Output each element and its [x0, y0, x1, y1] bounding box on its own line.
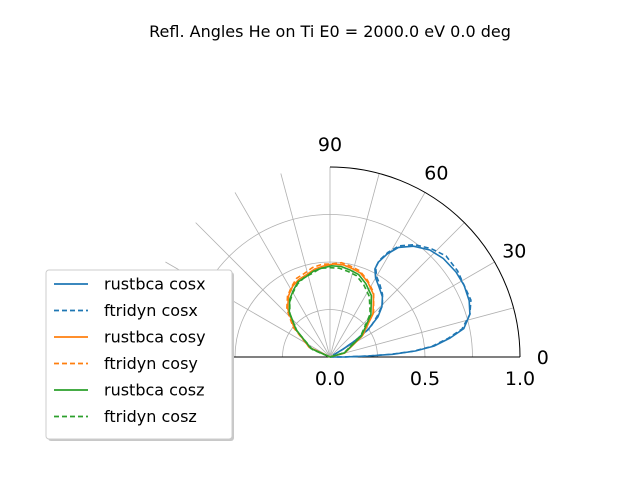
legend-label: ftridyn cosx	[104, 301, 198, 320]
series-line-rustbca-cosx	[329, 245, 471, 358]
angle-grid-line	[329, 192, 426, 358]
chart-title: Refl. Angles He on Ti E0 = 2000.0 eV 0.0…	[149, 22, 511, 41]
outer-arc	[329, 166, 521, 358]
radial-tick-label: 0.0	[315, 368, 345, 390]
angle-grid-line	[329, 222, 465, 358]
angle-grid-line	[329, 173, 380, 358]
legend-box	[45, 269, 233, 440]
angle-tick-label: 90	[318, 134, 342, 156]
series-line-ftridyn-cosx	[329, 243, 472, 358]
legend-label: rustbca cosx	[104, 275, 206, 294]
angle-grid-line	[280, 173, 331, 358]
legend-label: ftridyn cosz	[104, 407, 197, 426]
tick-labels: 0 30 60 90 0.0 0.5 1.0	[315, 134, 549, 390]
series-line-rustbca-cosz	[288, 265, 373, 358]
angle-grid-line	[329, 307, 514, 358]
radial-tick-label: 1.0	[505, 368, 535, 390]
angle-grid-line	[234, 192, 331, 358]
radial-tick-label: 0.5	[410, 368, 440, 390]
angle-tick-label: 60	[424, 163, 448, 185]
legend-label: rustbca cosy	[104, 328, 206, 347]
series-line-ftridyn-cosy	[286, 261, 375, 358]
series-line-ftridyn-cosz	[289, 266, 371, 358]
series-group	[286, 243, 472, 358]
angle-grid-line	[195, 222, 331, 358]
angle-tick-label: 30	[502, 241, 526, 263]
angle-tick-label: 0	[537, 347, 549, 369]
legend: rustbca cosx ftridyn cosx rustbca cosy ftri…	[45, 269, 234, 441]
legend-label: ftridyn cosy	[104, 354, 198, 373]
legend-label: rustbca cosz	[104, 381, 205, 400]
